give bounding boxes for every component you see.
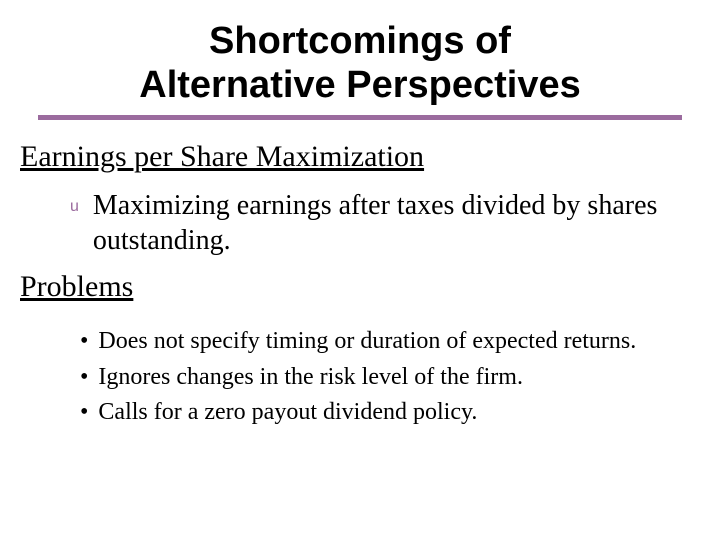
problem-text-1: Does not specify timing or duration of e… [98, 326, 636, 357]
problem-text-3: Calls for a zero payout dividend policy. [98, 397, 477, 428]
title-line-1: Shortcomings of [209, 20, 511, 62]
section-heading-eps: Earnings per Share Maximization [20, 140, 690, 174]
title-underline [38, 115, 682, 120]
bullet-marker-u: u [70, 198, 79, 216]
title-line-2: Alternative Perspectives [139, 64, 580, 106]
bullet-dot-icon: • [80, 326, 88, 357]
bullet-text-eps: Maximizing earnings after taxes divided … [93, 188, 690, 258]
bullet-item-eps: u Maximizing earnings after taxes divide… [70, 188, 690, 258]
problem-text-2: Ignores changes in the risk level of the… [98, 362, 523, 393]
bullet-dot-icon: • [80, 362, 88, 393]
section-heading-problems: Problems [20, 270, 690, 304]
problem-item: • Calls for a zero payout dividend polic… [80, 397, 690, 428]
problem-item: • Does not specify timing or duration of… [80, 326, 690, 357]
bullet-dot-icon: • [80, 397, 88, 428]
slide-title: Shortcomings of Alternative Perspectives [30, 20, 690, 107]
problem-item: • Ignores changes in the risk level of t… [80, 362, 690, 393]
